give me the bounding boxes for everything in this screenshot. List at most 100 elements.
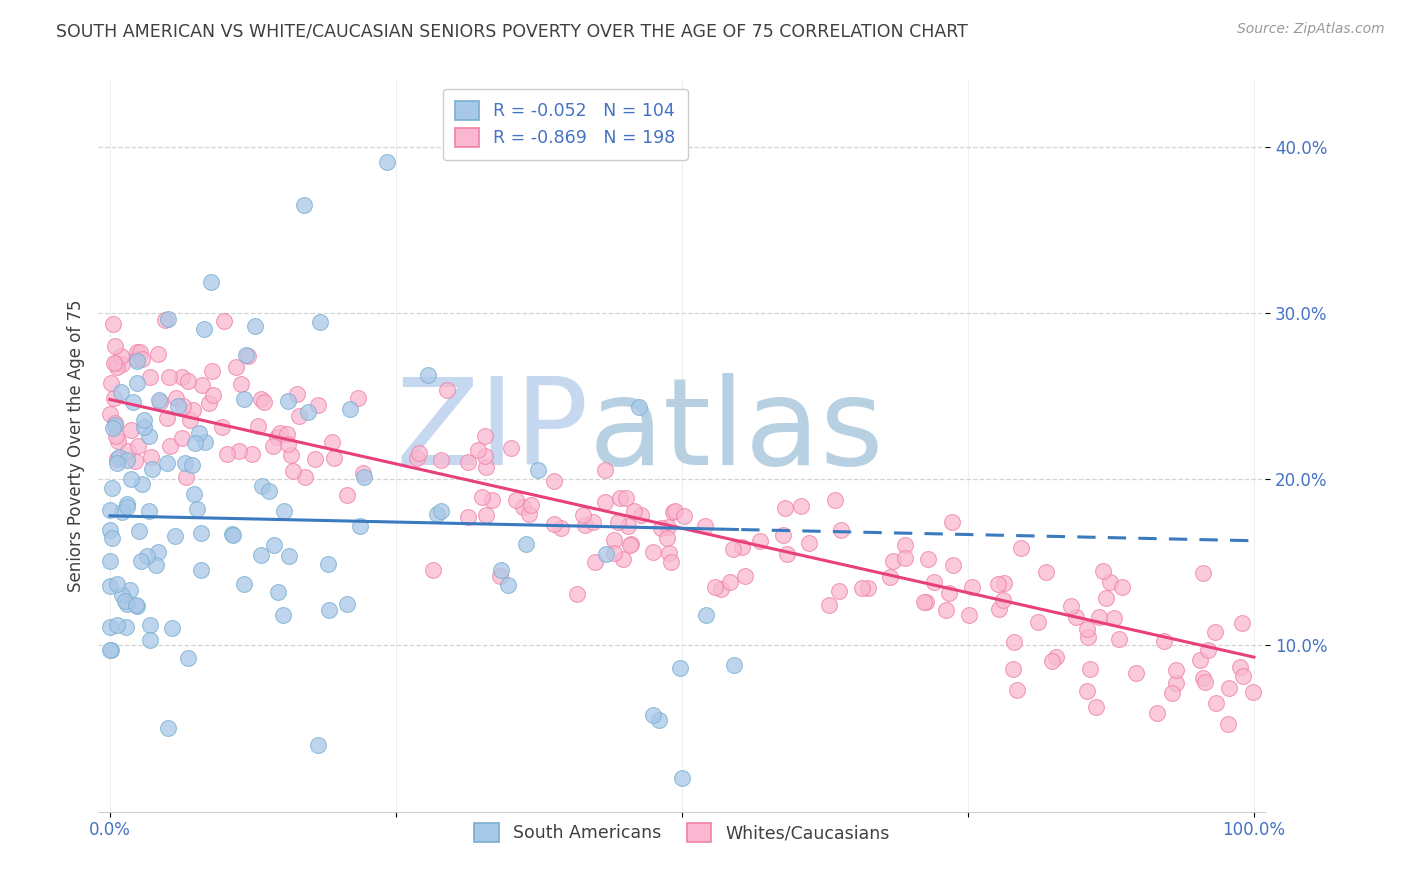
Point	[127, 439, 149, 453]
Point	[408, 446, 430, 460]
Point	[817, 598, 839, 612]
Point	[1108, 632, 1130, 646]
Point	[141, 462, 163, 476]
Point	[668, 661, 690, 675]
Point	[623, 503, 645, 517]
Point	[657, 520, 679, 534]
Point	[149, 395, 172, 409]
Point	[110, 350, 132, 364]
Point	[1005, 683, 1028, 698]
Point	[879, 570, 901, 584]
Point	[117, 443, 139, 458]
Point	[1166, 663, 1188, 677]
Point	[352, 467, 374, 481]
Point	[474, 449, 496, 463]
Point	[501, 442, 523, 456]
Point	[294, 470, 316, 484]
Point	[658, 546, 681, 560]
Point	[100, 407, 122, 421]
Point	[1002, 662, 1025, 676]
Point	[281, 464, 304, 478]
Point	[100, 642, 122, 657]
Point	[1194, 674, 1216, 689]
Point	[166, 399, 188, 413]
Point	[148, 347, 170, 361]
Point	[232, 577, 254, 591]
Point	[912, 595, 935, 609]
Point	[280, 448, 302, 462]
Point	[114, 594, 136, 608]
Point	[127, 599, 149, 613]
Point	[292, 198, 315, 212]
Point	[125, 352, 148, 367]
Point	[512, 500, 534, 515]
Point	[228, 444, 250, 458]
Point	[318, 558, 340, 572]
Point	[111, 358, 134, 372]
Point	[474, 428, 496, 442]
Point	[132, 420, 155, 434]
Point	[309, 315, 332, 329]
Point	[115, 500, 138, 514]
Point	[527, 463, 550, 477]
Point	[643, 545, 665, 559]
Point	[505, 493, 527, 508]
Point	[471, 490, 494, 504]
Point	[893, 538, 915, 552]
Point	[993, 575, 1015, 590]
Point	[120, 472, 142, 486]
Point	[775, 501, 797, 516]
Point	[323, 450, 346, 465]
Point	[120, 423, 142, 437]
Point	[630, 508, 652, 522]
Point	[269, 426, 291, 441]
Point	[1085, 700, 1108, 714]
Point	[1197, 643, 1219, 657]
Point	[321, 434, 343, 449]
Point	[124, 454, 146, 468]
Point	[550, 520, 572, 534]
Point	[104, 356, 127, 370]
Point	[1153, 634, 1175, 648]
Point	[543, 475, 565, 489]
Point	[183, 487, 205, 501]
Point	[790, 499, 813, 513]
Point	[1091, 565, 1114, 579]
Point	[1035, 565, 1057, 579]
Point	[107, 434, 129, 448]
Point	[475, 460, 498, 475]
Point	[664, 504, 686, 518]
Point	[650, 521, 672, 535]
Point	[115, 452, 138, 467]
Point	[938, 586, 960, 600]
Point	[165, 529, 187, 543]
Point	[233, 392, 256, 406]
Point	[186, 501, 208, 516]
Point	[98, 579, 121, 593]
Point	[828, 583, 851, 598]
Point	[1146, 706, 1168, 720]
Point	[160, 621, 183, 635]
Point	[426, 507, 449, 521]
Point	[181, 403, 204, 417]
Point	[174, 469, 197, 483]
Point	[139, 617, 162, 632]
Point	[104, 416, 127, 430]
Point	[987, 577, 1010, 591]
Point	[155, 313, 177, 327]
Text: SOUTH AMERICAN VS WHITE/CAUCASIAN SENIORS POVERTY OVER THE AGE OF 75 CORRELATION: SOUTH AMERICAN VS WHITE/CAUCASIAN SENIOR…	[56, 22, 969, 40]
Point	[565, 587, 588, 601]
Point	[614, 491, 637, 505]
Point	[238, 349, 260, 363]
Point	[1076, 622, 1098, 636]
Point	[643, 708, 665, 723]
Point	[418, 368, 440, 382]
Point	[191, 378, 214, 392]
Point	[118, 582, 141, 597]
Point	[134, 413, 156, 427]
Point	[799, 536, 821, 550]
Point	[734, 569, 756, 583]
Point	[198, 396, 221, 410]
Point	[245, 319, 267, 334]
Point	[1102, 610, 1125, 624]
